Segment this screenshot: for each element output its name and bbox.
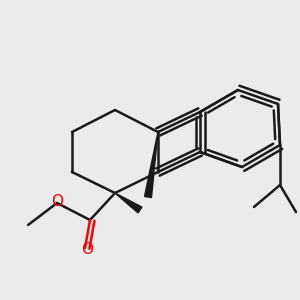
Polygon shape (145, 132, 158, 197)
Text: O: O (51, 194, 63, 209)
Text: O: O (81, 242, 93, 257)
Polygon shape (115, 193, 142, 213)
